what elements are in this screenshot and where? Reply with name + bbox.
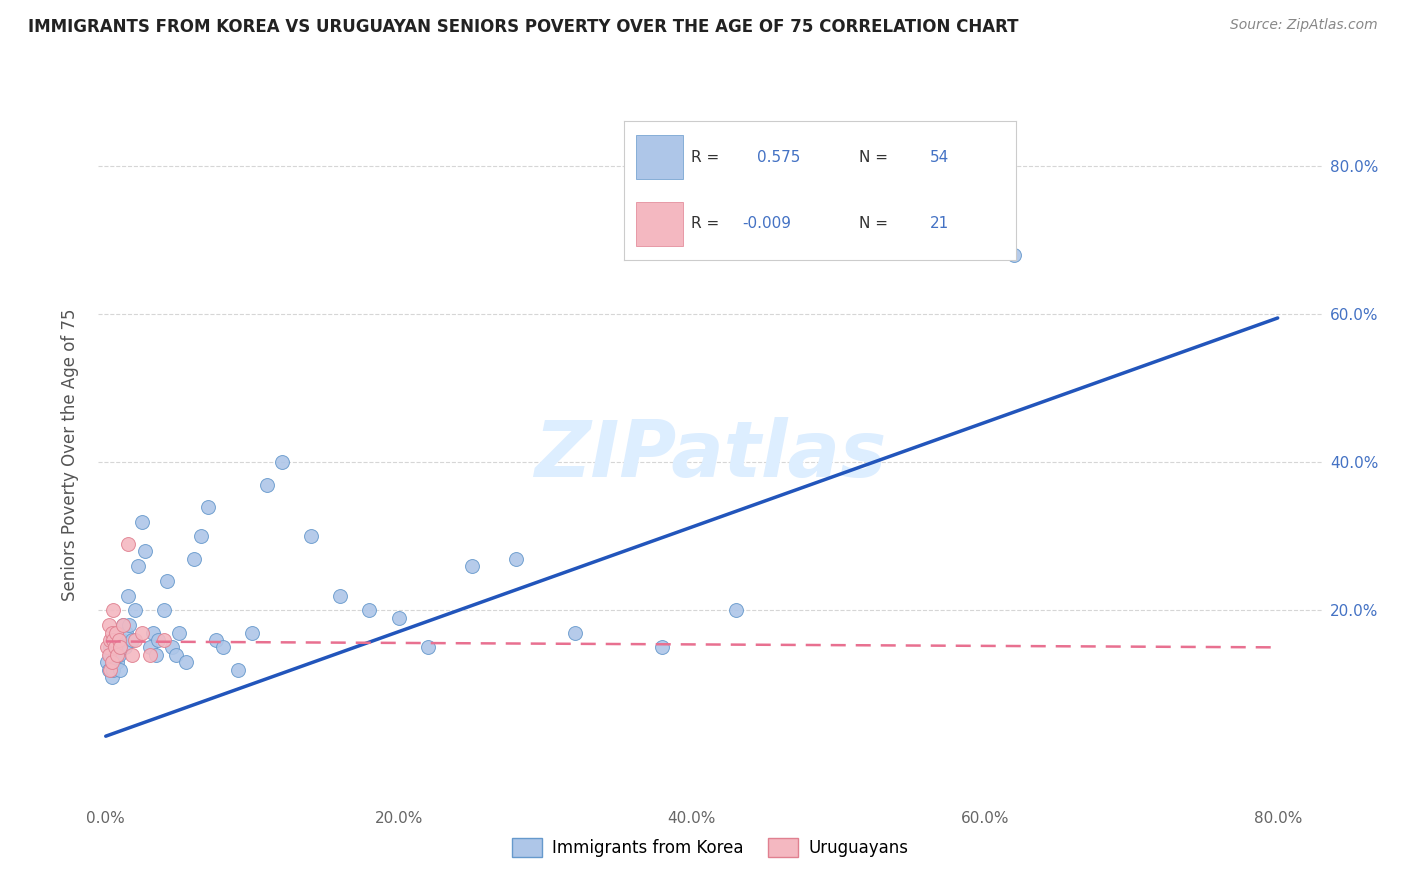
- Point: [138, 648, 160, 662]
- Point: [131, 515, 153, 529]
- Point: [114, 640, 136, 655]
- Point: [112, 618, 135, 632]
- Point: [145, 648, 167, 662]
- Point: [105, 625, 128, 640]
- Point: [96, 655, 118, 669]
- Point: [167, 625, 190, 640]
- Point: [359, 603, 381, 617]
- Point: [101, 632, 124, 647]
- Point: [724, 603, 747, 617]
- Point: [240, 625, 263, 640]
- Point: [142, 625, 165, 640]
- Point: [101, 663, 124, 677]
- Point: [108, 632, 131, 647]
- Point: [329, 589, 352, 603]
- Y-axis label: Seniors Poverty Over the Age of 75: Seniors Poverty Over the Age of 75: [60, 309, 79, 601]
- Point: [388, 611, 411, 625]
- Text: Source: ZipAtlas.com: Source: ZipAtlas.com: [1230, 18, 1378, 32]
- Point: [107, 655, 129, 669]
- Point: [97, 618, 120, 632]
- Point: [190, 529, 212, 543]
- Point: [100, 625, 122, 640]
- Point: [97, 663, 120, 677]
- Point: [98, 640, 121, 655]
- Point: [505, 551, 527, 566]
- Point: [1002, 248, 1025, 262]
- Point: [121, 632, 143, 647]
- Point: [124, 632, 146, 647]
- Point: [270, 455, 292, 469]
- Point: [110, 640, 132, 655]
- Point: [110, 663, 132, 677]
- Point: [100, 670, 122, 684]
- Point: [212, 640, 235, 655]
- Point: [127, 558, 149, 573]
- Point: [107, 648, 129, 662]
- Point: [148, 632, 170, 647]
- Point: [115, 625, 138, 640]
- Point: [416, 640, 439, 655]
- Point: [256, 477, 278, 491]
- Point: [111, 632, 134, 647]
- Point: [197, 500, 219, 514]
- Point: [103, 648, 125, 662]
- Point: [226, 663, 249, 677]
- Point: [101, 603, 124, 617]
- Point: [165, 648, 187, 662]
- Text: IMMIGRANTS FROM KOREA VS URUGUAYAN SENIORS POVERTY OVER THE AGE OF 75 CORRELATIO: IMMIGRANTS FROM KOREA VS URUGUAYAN SENIO…: [28, 18, 1018, 36]
- Point: [98, 648, 121, 662]
- Point: [183, 551, 205, 566]
- Point: [98, 663, 121, 677]
- Point: [138, 640, 160, 655]
- Point: [176, 655, 198, 669]
- Point: [105, 640, 128, 655]
- Point: [118, 618, 141, 632]
- Point: [124, 603, 146, 617]
- Point: [651, 640, 673, 655]
- Point: [156, 574, 179, 588]
- Point: [108, 648, 131, 662]
- Point: [564, 625, 586, 640]
- Point: [100, 655, 122, 669]
- Point: [101, 655, 124, 669]
- Point: [131, 625, 153, 640]
- Point: [103, 640, 125, 655]
- Legend: Immigrants from Korea, Uruguayans: Immigrants from Korea, Uruguayans: [505, 831, 915, 864]
- Point: [97, 648, 120, 662]
- Point: [112, 618, 135, 632]
- Text: ZIPatlas: ZIPatlas: [534, 417, 886, 493]
- Point: [204, 632, 226, 647]
- Point: [117, 537, 139, 551]
- Point: [117, 589, 139, 603]
- Point: [121, 648, 143, 662]
- Point: [160, 640, 183, 655]
- Point: [134, 544, 156, 558]
- Point: [98, 632, 121, 647]
- Point: [461, 558, 484, 573]
- Point: [299, 529, 322, 543]
- Point: [96, 640, 118, 655]
- Point: [100, 632, 122, 647]
- Point: [153, 632, 176, 647]
- Point: [153, 603, 176, 617]
